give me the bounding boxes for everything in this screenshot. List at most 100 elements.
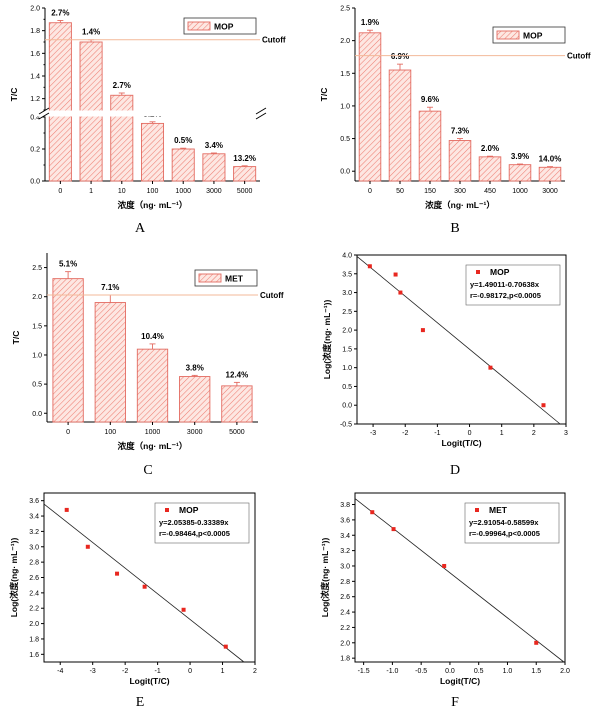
x-tick-label: 150 [424, 188, 436, 195]
y-tick-label: 0.0 [30, 179, 40, 186]
x-tick-label: 2 [532, 430, 536, 437]
panel-letter: A [135, 221, 146, 236]
legend-box [465, 264, 561, 306]
legend-label: MET [489, 505, 508, 515]
y-tick-label: 2.8 [340, 579, 350, 586]
y-tick-label: 2.5 [342, 309, 352, 316]
x-tick-label: 3000 [542, 188, 558, 195]
y-tick-label: 3.6 [340, 517, 350, 524]
x-tick-label: 1000 [175, 188, 191, 195]
data-label: 2.7% [51, 8, 69, 17]
x-tick-label: 1 [500, 430, 504, 437]
chart-F: -1.5 -1.0 -0.5 0.0 0.5 1.0 1.5 2.0 1.8 2.0 2.2 2.4 2… [320, 492, 570, 710]
x-tick-label: 3 [564, 430, 568, 437]
x-tick-label: 5000 [237, 188, 253, 195]
bar [94, 302, 126, 423]
y-tick-label: 2.4 [29, 590, 39, 597]
x-tick-label: 0 [58, 188, 62, 195]
data-label: 3.9% [511, 152, 529, 161]
y-tick-label: 2.2 [340, 625, 350, 632]
x-tick-label: 100 [104, 429, 116, 436]
bar [358, 32, 382, 182]
y-tick-label: 1.5 [342, 346, 352, 353]
chart-D: -3 -2 -1 0 1 2 3 -0.5 0.0 0.5 1.0 1.5 2.0 2.5 3.0 3.5 4.… [322, 253, 568, 479]
x-axis-label: 浓度（ng· mL⁻¹） [425, 200, 495, 210]
legend-label: MOP [214, 22, 234, 32]
x-tick-label: -4 [57, 668, 63, 675]
x-tick-label: 1000 [145, 429, 161, 436]
fit-correlation: r=-0.99964,p<0.0005 [469, 529, 540, 538]
x-tick-label: 2 [253, 668, 257, 675]
x-tick-label: 1.5 [531, 668, 541, 675]
x-axis-label: Logit(T/C) [129, 676, 169, 686]
legend-label: MOP [490, 267, 510, 277]
x-tick-label: -3 [370, 430, 376, 437]
chart-C: 0.0 0.5 1.0 1.5 2.0 2.5 5.1% 0 7.1% 100 10.4% 1000 3… [11, 253, 284, 478]
x-tick-label: 0 [368, 188, 372, 195]
bar [179, 376, 211, 423]
y-tick-label: 0.0 [342, 403, 352, 410]
x-tick-label: 1000 [512, 188, 528, 195]
y-tick-label: 0.0 [340, 169, 350, 176]
data-point [181, 607, 186, 612]
bar [171, 148, 195, 182]
x-tick-label: -2 [402, 430, 408, 437]
y-tick-label: 2.0 [340, 640, 350, 647]
y-tick-label: 3.4 [29, 514, 39, 521]
data-point [64, 507, 69, 512]
y-tick-label: 2.5 [32, 265, 42, 272]
x-tick-label: 2.0 [560, 668, 570, 675]
bar [221, 385, 253, 423]
bar [110, 94, 134, 182]
y-tick-label: 2.5 [340, 6, 350, 13]
data-point [367, 264, 372, 269]
data-point [442, 563, 447, 568]
data-point [398, 290, 403, 295]
bar [52, 278, 84, 423]
x-tick-label: 0 [188, 668, 192, 675]
y-tick-label: 1.5 [32, 323, 42, 330]
y-tick-label: 2.0 [30, 6, 40, 13]
x-tick-label: 0 [468, 430, 472, 437]
data-label: 2.7% [113, 81, 131, 90]
y-tick-label: -0.5 [340, 422, 352, 429]
axis-break-right [255, 107, 267, 120]
x-tick-label: -1.5 [358, 668, 370, 675]
data-label: 2.0% [481, 144, 499, 153]
bar [202, 153, 226, 182]
x-tick-label: -1 [434, 430, 440, 437]
y-tick-label: 2.0 [32, 294, 42, 301]
y-tick-label: 2.2 [29, 606, 39, 613]
plot-frame [356, 254, 567, 425]
x-tick-label: -1.0 [386, 668, 398, 675]
y-tick-label: 3.6 [29, 498, 39, 505]
fit-correlation: r=-0.98464,p<0.0005 [159, 529, 230, 538]
panel-letter: D [450, 463, 460, 478]
bar [388, 69, 412, 182]
data-label: 7.3% [451, 127, 469, 136]
bar [448, 140, 472, 182]
fit-equation: y=2.05385-0.33389x [159, 518, 229, 527]
bar [418, 110, 442, 182]
data-point [142, 584, 147, 589]
data-label: 14.0% [539, 155, 562, 164]
data-label: 10.4% [141, 332, 164, 341]
x-tick-label: 10 [118, 188, 126, 195]
data-point [370, 510, 375, 515]
bar [538, 166, 562, 182]
fit-correlation: r=-0.98172,p<0.0005 [470, 291, 541, 300]
x-tick-label: 0.0 [445, 668, 455, 675]
data-label: 6.9% [391, 52, 409, 61]
axis-break-left [38, 107, 50, 120]
y-tick-label: 1.2 [30, 96, 40, 103]
chart-E: -4 -3 -2 -1 0 1 2 1.6 1.8 2.0 2.2 2.4 2.6 2.8 3.0 3.2 3.… [9, 492, 257, 710]
data-point [115, 571, 120, 576]
y-tick-label: 1.6 [29, 652, 39, 659]
x-tick-label: 300 [454, 188, 466, 195]
x-tick-label: 1.0 [503, 668, 513, 675]
y-tick-label: 1.0 [340, 103, 350, 110]
y-tick-label: 4.0 [342, 253, 352, 260]
x-axis-label: Logit(T/C) [440, 676, 480, 686]
y-tick-label: 3.2 [29, 529, 39, 536]
